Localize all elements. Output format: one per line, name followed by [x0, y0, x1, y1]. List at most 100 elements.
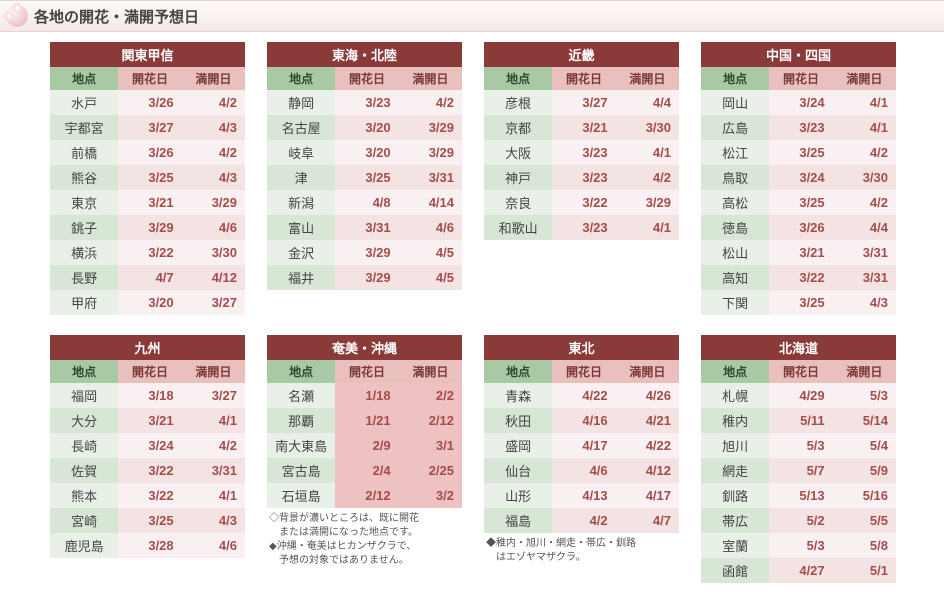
table-row: 鳥取3/243/30 — [701, 165, 896, 190]
cell-full-date: 3/29 — [616, 190, 679, 215]
table-row: 下関3/254/3 — [701, 290, 896, 315]
cell-full-date: 5/16 — [833, 483, 896, 508]
table-row: 長崎3/244/2 — [50, 433, 245, 458]
cell-bloom-date: 4/6 — [552, 458, 615, 483]
cell-full-date: 4/2 — [182, 433, 245, 458]
table-row: 東京3/213/29 — [50, 190, 245, 215]
table-row: 名瀬1/182/2 — [267, 383, 462, 408]
cell-bloom-date: 3/25 — [769, 290, 832, 315]
cell-full-date: 4/4 — [616, 90, 679, 115]
table-row: 和歌山3/234/1 — [484, 215, 679, 240]
column-header-full: 満開日 — [182, 360, 245, 383]
column-header-bloom: 開花日 — [769, 67, 832, 90]
cell-full-date: 4/3 — [833, 290, 896, 315]
cell-location: 横浜 — [50, 240, 118, 265]
column-header-loc: 地点 — [50, 67, 118, 90]
cell-location: 宮崎 — [50, 508, 118, 533]
cell-bloom-date: 3/22 — [118, 240, 181, 265]
table-row: 熊谷3/254/3 — [50, 165, 245, 190]
cell-full-date: 4/5 — [399, 265, 462, 290]
cell-location: 津 — [267, 165, 335, 190]
region-title: 近畿 — [484, 42, 679, 67]
cell-full-date: 3/27 — [182, 383, 245, 408]
region-block: 中国・四国地点開花日満開日岡山3/244/1広島3/234/1松江3/254/2… — [701, 42, 896, 315]
table-row: 青森4/224/26 — [484, 383, 679, 408]
cell-bloom-date: 3/25 — [118, 165, 181, 190]
cell-bloom-date: 3/23 — [552, 140, 615, 165]
cell-bloom-date: 3/21 — [118, 408, 181, 433]
cell-bloom-date: 3/20 — [335, 140, 398, 165]
cell-bloom-date: 4/2 — [552, 508, 615, 533]
cell-bloom-date: 3/29 — [335, 240, 398, 265]
cell-location: 旭川 — [701, 433, 769, 458]
cell-location: 大分 — [50, 408, 118, 433]
table-row: 奈良3/223/29 — [484, 190, 679, 215]
forecast-table: 地点開花日満開日福岡3/183/27大分3/214/1長崎3/244/2佐賀3/… — [50, 360, 245, 558]
cell-location: 和歌山 — [484, 215, 552, 240]
cell-bloom-date: 4/7 — [118, 265, 181, 290]
cell-bloom-date: 3/22 — [552, 190, 615, 215]
cell-full-date: 4/12 — [616, 458, 679, 483]
cell-full-date: 4/14 — [399, 190, 462, 215]
table-row: 石垣島2/123/2 — [267, 483, 462, 508]
table-row: 帯広5/25/5 — [701, 508, 896, 533]
cell-bloom-date: 5/3 — [769, 533, 832, 558]
cell-full-date: 4/17 — [616, 483, 679, 508]
column-header-bloom: 開花日 — [118, 360, 181, 383]
cell-full-date: 4/4 — [833, 215, 896, 240]
cell-bloom-date: 3/24 — [118, 433, 181, 458]
table-row: 釧路5/135/16 — [701, 483, 896, 508]
table-row: 佐賀3/223/31 — [50, 458, 245, 483]
cell-location: 函館 — [701, 558, 769, 583]
forecast-table: 地点開花日満開日彦根3/274/4京都3/213/30大阪3/234/1神戸3/… — [484, 67, 679, 240]
cell-full-date: 4/2 — [182, 140, 245, 165]
cell-full-date: 5/3 — [833, 383, 896, 408]
column-header-full: 満開日 — [399, 360, 462, 383]
cell-full-date: 4/2 — [182, 90, 245, 115]
table-row: 福井3/294/5 — [267, 265, 462, 290]
cell-full-date: 3/31 — [833, 265, 896, 290]
cell-location: 新潟 — [267, 190, 335, 215]
region-block: 九州地点開花日満開日福岡3/183/27大分3/214/1長崎3/244/2佐賀… — [50, 335, 245, 583]
regions-grid: 関東甲信地点開花日満開日水戸3/264/2宇都宮3/274/3前橋3/264/2… — [0, 32, 944, 603]
cell-full-date: 3/1 — [399, 433, 462, 458]
cell-location: 山形 — [484, 483, 552, 508]
column-header-bloom: 開花日 — [552, 360, 615, 383]
cell-full-date: 5/8 — [833, 533, 896, 558]
region-block: 東北地点開花日満開日青森4/224/26秋田4/164/21盛岡4/174/22… — [484, 335, 679, 583]
cell-full-date: 3/29 — [182, 190, 245, 215]
cell-bloom-date: 3/23 — [335, 90, 398, 115]
column-header-loc: 地点 — [701, 360, 769, 383]
table-row: 大分3/214/1 — [50, 408, 245, 433]
cell-location: 金沢 — [267, 240, 335, 265]
table-row: 神戸3/234/2 — [484, 165, 679, 190]
cell-location: 下関 — [701, 290, 769, 315]
column-header-full: 満開日 — [182, 67, 245, 90]
cell-full-date: 3/30 — [833, 165, 896, 190]
cell-location: 甲府 — [50, 290, 118, 315]
cell-location: 石垣島 — [267, 483, 335, 508]
cell-full-date: 4/3 — [182, 508, 245, 533]
cell-full-date: 3/31 — [182, 458, 245, 483]
cell-bloom-date: 3/20 — [118, 290, 181, 315]
column-header-full: 満開日 — [616, 67, 679, 90]
cell-full-date: 4/1 — [616, 215, 679, 240]
cell-bloom-date: 4/29 — [769, 383, 832, 408]
table-row: 徳島3/264/4 — [701, 215, 896, 240]
table-row: 横浜3/223/30 — [50, 240, 245, 265]
cell-bloom-date: 3/25 — [335, 165, 398, 190]
cell-location: 神戸 — [484, 165, 552, 190]
table-row: 福岡3/183/27 — [50, 383, 245, 408]
cell-location: 帯広 — [701, 508, 769, 533]
cell-location: 福岡 — [50, 383, 118, 408]
table-row: 秋田4/164/21 — [484, 408, 679, 433]
cell-full-date: 5/9 — [833, 458, 896, 483]
cell-location: 鹿児島 — [50, 533, 118, 558]
cell-bloom-date: 3/24 — [769, 165, 832, 190]
region-block: 東海・北陸地点開花日満開日静岡3/234/2名古屋3/203/29岐阜3/203… — [267, 42, 462, 315]
region-title: 関東甲信 — [50, 42, 245, 67]
cell-full-date: 2/25 — [399, 458, 462, 483]
cell-bloom-date: 5/11 — [769, 408, 832, 433]
cell-full-date: 4/3 — [182, 115, 245, 140]
cell-full-date: 5/1 — [833, 558, 896, 583]
